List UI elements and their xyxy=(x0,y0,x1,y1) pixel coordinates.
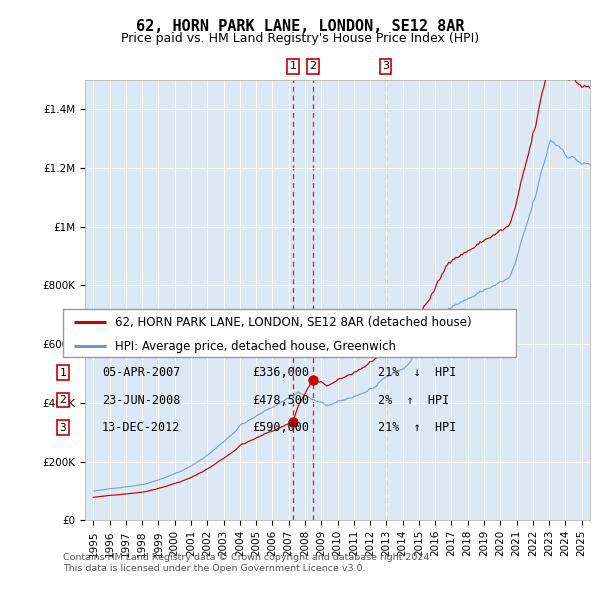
Text: 1: 1 xyxy=(289,61,296,71)
FancyBboxPatch shape xyxy=(63,309,516,357)
Text: 21%  ↑  HPI: 21% ↑ HPI xyxy=(378,421,457,434)
Text: £336,000: £336,000 xyxy=(252,366,309,379)
Text: 1: 1 xyxy=(59,368,67,378)
Text: Contains HM Land Registry data © Crown copyright and database right 2024.: Contains HM Land Registry data © Crown c… xyxy=(63,553,433,562)
Text: 62, HORN PARK LANE, LONDON, SE12 8AR: 62, HORN PARK LANE, LONDON, SE12 8AR xyxy=(136,19,464,34)
Text: £478,500: £478,500 xyxy=(252,394,309,407)
Text: HPI: Average price, detached house, Greenwich: HPI: Average price, detached house, Gree… xyxy=(115,340,396,353)
Text: 3: 3 xyxy=(382,61,389,71)
Text: 2: 2 xyxy=(309,61,316,71)
Text: 62, HORN PARK LANE, LONDON, SE12 8AR (detached house): 62, HORN PARK LANE, LONDON, SE12 8AR (de… xyxy=(115,316,472,329)
Text: 3: 3 xyxy=(59,423,67,432)
Text: 2%  ↑  HPI: 2% ↑ HPI xyxy=(378,394,449,407)
Text: 23-JUN-2008: 23-JUN-2008 xyxy=(102,394,181,407)
Text: 05-APR-2007: 05-APR-2007 xyxy=(102,366,181,379)
Text: 2: 2 xyxy=(59,395,67,405)
Text: 21%  ↓  HPI: 21% ↓ HPI xyxy=(378,366,457,379)
Text: Price paid vs. HM Land Registry's House Price Index (HPI): Price paid vs. HM Land Registry's House … xyxy=(121,32,479,45)
Text: £590,000: £590,000 xyxy=(252,421,309,434)
Text: 13-DEC-2012: 13-DEC-2012 xyxy=(102,421,181,434)
Text: This data is licensed under the Open Government Licence v3.0.: This data is licensed under the Open Gov… xyxy=(63,565,365,573)
